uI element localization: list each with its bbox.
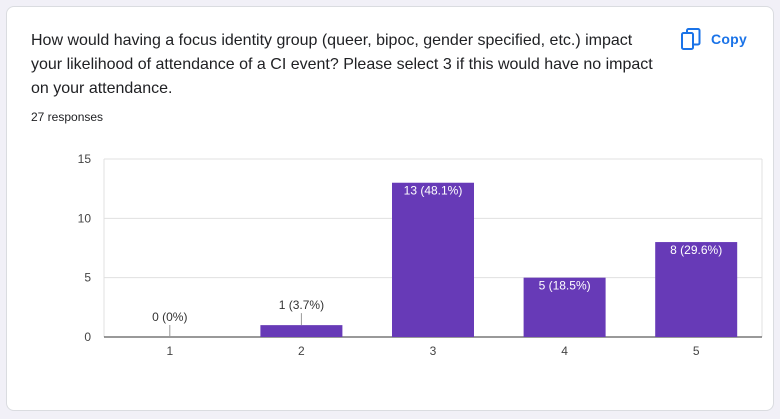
question-title: How would having a focus identity group … (31, 32, 653, 97)
x-tick-label: 5 (693, 344, 700, 358)
response-count: 27 responses (31, 110, 104, 124)
data-label: 8 (29.6%) (670, 243, 722, 257)
data-label: 13 (48.1%) (404, 184, 463, 198)
data-label: 1 (3.7%) (279, 298, 324, 312)
copy-button[interactable]: Copy (671, 23, 757, 55)
bar (260, 325, 343, 337)
y-tick-label: 0 (84, 330, 91, 344)
data-label: 5 (18.5%) (539, 279, 591, 293)
x-tick-label: 4 (561, 344, 568, 358)
x-tick-label: 2 (298, 344, 305, 358)
question-card: How would having a focus identity group … (6, 6, 774, 411)
bar (523, 277, 606, 337)
y-tick-label: 5 (84, 271, 91, 285)
data-label: 0 (0%) (152, 310, 187, 324)
y-tick-label: 15 (78, 152, 92, 166)
x-tick-label: 1 (166, 344, 173, 358)
bar (655, 242, 738, 337)
copy-icon (681, 28, 701, 50)
bar (392, 182, 474, 337)
copy-button-label: Copy (711, 31, 747, 47)
x-tick-label: 3 (430, 344, 437, 358)
y-tick-label: 10 (78, 211, 92, 225)
